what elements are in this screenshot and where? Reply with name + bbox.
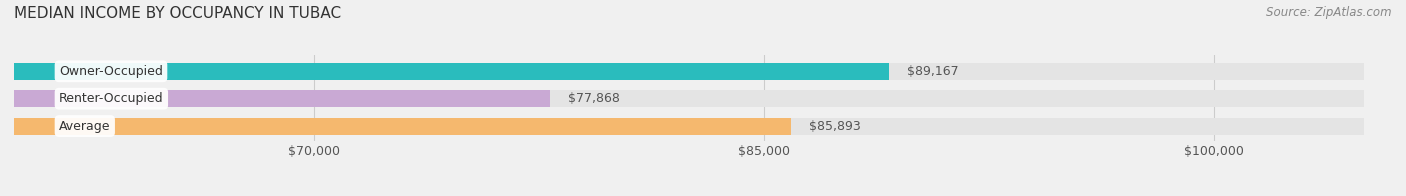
- Bar: [14, 90, 550, 107]
- Bar: [14, 90, 1364, 107]
- Text: $89,167: $89,167: [907, 65, 959, 78]
- Bar: [14, 118, 1364, 134]
- Text: Source: ZipAtlas.com: Source: ZipAtlas.com: [1267, 6, 1392, 19]
- Text: MEDIAN INCOME BY OCCUPANCY IN TUBAC: MEDIAN INCOME BY OCCUPANCY IN TUBAC: [14, 6, 342, 21]
- Bar: [14, 63, 889, 80]
- Text: Renter-Occupied: Renter-Occupied: [59, 92, 163, 105]
- Text: $85,893: $85,893: [808, 120, 860, 132]
- Text: $77,868: $77,868: [568, 92, 620, 105]
- Bar: [14, 118, 790, 134]
- Text: Average: Average: [59, 120, 111, 132]
- Bar: [14, 63, 1364, 80]
- Text: Owner-Occupied: Owner-Occupied: [59, 65, 163, 78]
